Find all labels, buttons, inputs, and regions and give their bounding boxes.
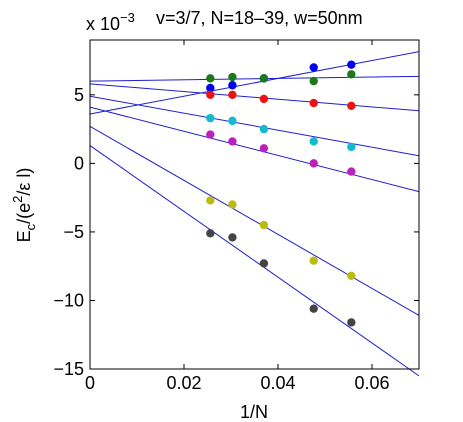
chart-title: v=3/7, N=18–39, w=50nm — [156, 8, 363, 28]
data-point-s6-5 — [347, 271, 356, 280]
data-point-s1-2 — [228, 81, 237, 90]
y-label-main: E — [14, 230, 34, 242]
y-label-sup: 2 — [10, 196, 25, 203]
fit-line-3 — [89, 83, 420, 112]
plot-background — [90, 40, 419, 369]
y-tick-label: 5 — [74, 85, 84, 105]
x-tick-label: 0.04 — [260, 373, 295, 393]
data-point-s6-3 — [259, 220, 269, 230]
data-point-s2-5 — [347, 70, 356, 79]
axis-ticks — [89, 40, 419, 370]
data-point-s3-3 — [259, 94, 269, 104]
x-tick-label: 0.02 — [166, 373, 201, 393]
data-point-s4-1 — [206, 113, 215, 123]
data-point-s1-4 — [309, 63, 318, 72]
y-multiplier: x 10−3 — [86, 10, 135, 34]
data-point-s1-5 — [347, 60, 356, 69]
data-point-s5-4 — [309, 159, 318, 168]
data-point-s2-1 — [206, 74, 215, 83]
fit-line-7 — [89, 145, 420, 377]
fit-line-4 — [89, 95, 420, 157]
y-tick-label: −5 — [63, 222, 84, 242]
y-tick-label: −10 — [53, 290, 84, 310]
data-point-s4-5 — [347, 142, 356, 152]
y-tick-label: 0 — [74, 153, 84, 173]
data-point-s7-3 — [259, 259, 269, 268]
x-axis-label: 1/N — [240, 402, 268, 422]
y-label-end: /ε l) — [14, 168, 34, 196]
y-multiplier-base: x 10 — [86, 14, 120, 34]
data-point-s3-2 — [228, 90, 237, 100]
data-point-s7-2 — [228, 233, 237, 242]
x-tick-label: 0 — [85, 373, 95, 393]
data-point-s7-1 — [206, 229, 215, 238]
data-point-s6-2 — [228, 200, 237, 209]
fit-lines — [89, 51, 420, 377]
data-point-s4-3 — [259, 124, 269, 134]
data-point-s5-3 — [259, 144, 269, 153]
y-tick-label: −15 — [53, 359, 84, 379]
data-point-s2-2 — [228, 72, 237, 82]
fit-line-1 — [89, 51, 420, 115]
plot-frame — [89, 39, 420, 370]
y-axis-label: Ec/(e2/ε l) — [10, 168, 38, 243]
data-point-s1-1 — [206, 83, 215, 93]
data-point-s5-1 — [206, 130, 215, 139]
fit-line-2 — [89, 75, 420, 82]
data-point-s5-2 — [228, 137, 237, 146]
data-point-s4-2 — [228, 116, 237, 126]
data-point-s6-4 — [309, 256, 318, 265]
fit-line-5 — [89, 106, 420, 193]
data-point-s4-4 — [309, 137, 318, 146]
data-point-s3-4 — [309, 98, 318, 108]
data-point-s7-4 — [309, 304, 318, 313]
data-point-s7-5 — [347, 318, 356, 327]
data-point-s2-3 — [259, 74, 269, 83]
y-label-sub: c — [23, 223, 38, 230]
x-tick-label: 0.06 — [354, 373, 389, 393]
data-point-s2-4 — [309, 76, 318, 86]
y-label-rest: /(e — [14, 203, 34, 224]
data-point-s3-1 — [206, 90, 215, 100]
y-multiplier-exp: −3 — [120, 10, 135, 25]
data-point-s6-1 — [206, 196, 215, 205]
fit-line-6 — [89, 125, 420, 316]
data-point-s5-5 — [347, 167, 356, 176]
data-point-s3-5 — [347, 101, 356, 111]
data-points — [206, 60, 356, 327]
axis-tick-labels: 0 0.02 0.04 0.06 −15 −10 −5 0 5 — [53, 85, 389, 393]
